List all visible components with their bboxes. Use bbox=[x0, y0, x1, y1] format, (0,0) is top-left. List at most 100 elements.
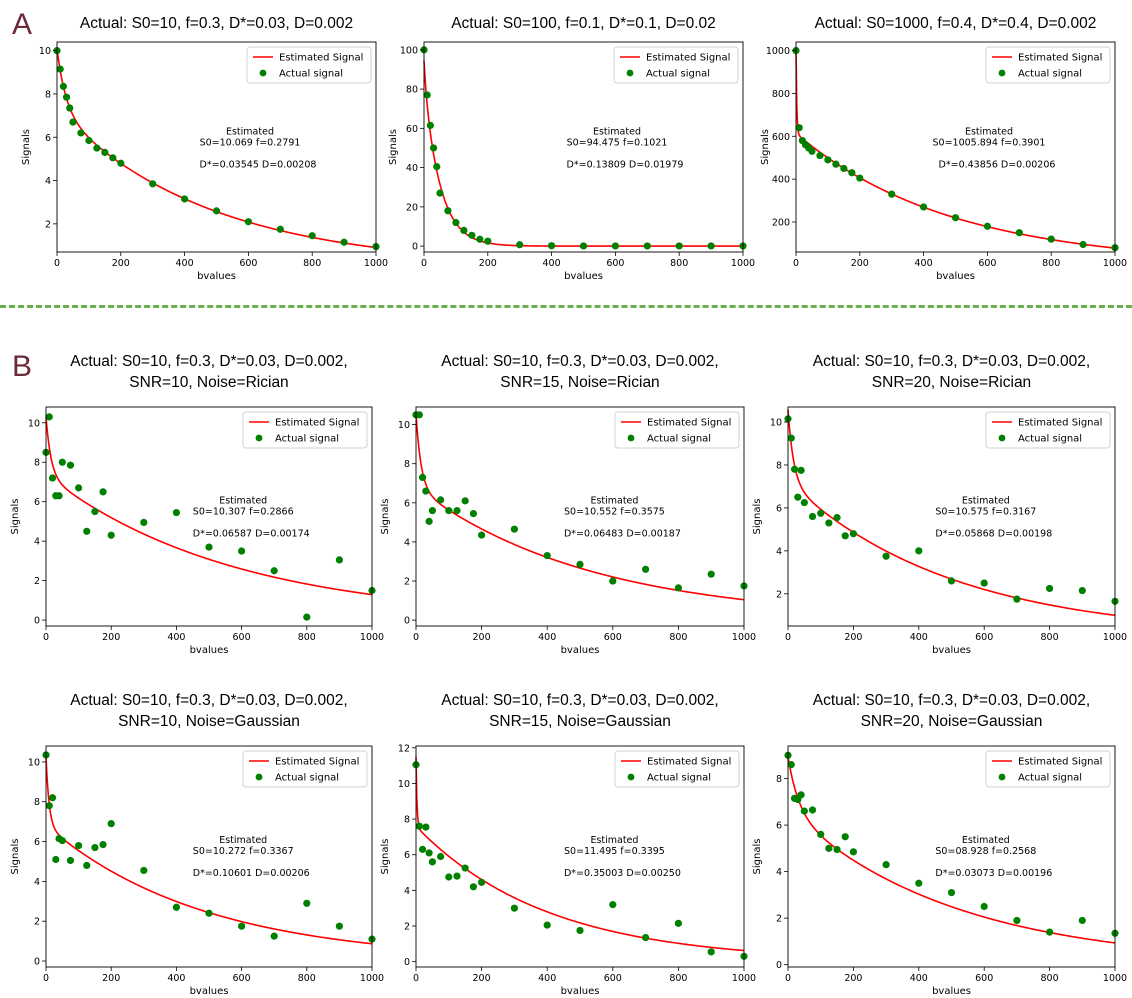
data-point bbox=[808, 512, 817, 521]
plot-frame bbox=[45, 745, 373, 968]
data-point bbox=[787, 434, 795, 442]
data-point bbox=[980, 902, 988, 911]
y-axis-label: Signals bbox=[752, 499, 763, 535]
y-tick-label: 6 bbox=[776, 821, 782, 832]
y-tick-label: 40 bbox=[406, 163, 418, 174]
legend-box bbox=[614, 411, 740, 449]
x-tick-label: 1000 bbox=[364, 258, 388, 269]
data-point bbox=[983, 222, 992, 230]
section-divider bbox=[0, 305, 1132, 308]
x-tick-label: 400 bbox=[915, 258, 933, 269]
annotation-params: S0=10.575 f=0.3167 bbox=[935, 506, 1036, 517]
chart-title-line: Actual: S0=10, f=0.3, D*=0.03, D=0.002, bbox=[441, 692, 718, 709]
data-point bbox=[817, 830, 825, 839]
legend-box bbox=[242, 411, 368, 449]
y-tick-label: 2 bbox=[404, 922, 410, 933]
x-tick-label: 600 bbox=[233, 632, 251, 643]
fit-curve bbox=[415, 756, 745, 952]
data-point bbox=[808, 147, 816, 155]
data-point bbox=[425, 849, 433, 857]
chart-5: Actual: S0=10, f=0.3, D*=0.03, D=0.002, S… bbox=[380, 353, 756, 656]
x-tick-label: 0 bbox=[54, 258, 60, 269]
x-tick-label: 200 bbox=[473, 632, 491, 643]
data-point bbox=[478, 878, 486, 886]
x-tick-label: 0 bbox=[421, 258, 427, 269]
y-tick-label: 0 bbox=[34, 616, 40, 627]
data-point bbox=[787, 761, 795, 769]
data-point bbox=[212, 207, 221, 215]
chart-9: Actual: S0=10, f=0.3, D*=0.03, D=0.002, S… bbox=[752, 692, 1127, 997]
data-point bbox=[840, 164, 848, 173]
data-point bbox=[69, 118, 77, 126]
legend-point-swatch bbox=[255, 434, 263, 442]
legend-box bbox=[985, 750, 1111, 788]
data-point bbox=[674, 584, 683, 592]
y-tick-label: 2 bbox=[34, 576, 40, 587]
y-tick-label: 2 bbox=[45, 219, 51, 230]
data-point bbox=[83, 861, 91, 870]
panel-label-b: B bbox=[12, 350, 33, 383]
x-tick-label: 1000 bbox=[732, 632, 756, 643]
y-tick-label: 6 bbox=[45, 133, 51, 144]
x-tick-label: 200 bbox=[844, 632, 862, 643]
data-point bbox=[140, 518, 148, 527]
data-point bbox=[469, 883, 477, 891]
data-point bbox=[238, 547, 246, 555]
data-point bbox=[52, 855, 60, 864]
plot-frame bbox=[415, 745, 745, 968]
chart-title-line: SNR=20, Noise=Rician bbox=[872, 374, 1031, 391]
data-point bbox=[825, 844, 833, 852]
y-tick-label: 0 bbox=[412, 242, 418, 253]
data-point bbox=[947, 577, 956, 585]
x-tick-label: 1000 bbox=[732, 973, 756, 984]
data-point bbox=[66, 104, 74, 112]
data-point bbox=[340, 238, 348, 246]
legend: Estimated Signal Actual signal bbox=[985, 750, 1111, 788]
x-tick-label: 600 bbox=[233, 973, 251, 984]
x-tick-label: 800 bbox=[298, 632, 316, 643]
annotation-params: S0=1005.894 f=0.3901 bbox=[933, 137, 1046, 148]
y-tick-label: 8 bbox=[34, 458, 40, 469]
annotation-heading: Estimated bbox=[226, 126, 274, 137]
x-tick-label: 200 bbox=[473, 973, 491, 984]
data-point bbox=[93, 144, 101, 152]
chart-title-line: Actual: S0=1000, f=0.4, D*=0.4, D=0.002 bbox=[815, 15, 1097, 32]
y-tick-label: 10 bbox=[770, 418, 782, 429]
y-tick-label: 400 bbox=[772, 175, 790, 186]
y-tick-label: 4 bbox=[776, 867, 782, 878]
legend: Estimated Signal Actual signal bbox=[614, 750, 740, 788]
annotation-heading: Estimated bbox=[962, 835, 1010, 846]
annotation-params: S0=10.307 f=0.2866 bbox=[193, 506, 294, 517]
data-point bbox=[101, 148, 109, 157]
data-point bbox=[62, 93, 71, 101]
x-tick-label: 600 bbox=[975, 632, 993, 643]
y-tick-label: 2 bbox=[776, 589, 782, 600]
y-axis-label: Signals bbox=[380, 499, 391, 535]
x-tick-label: 800 bbox=[669, 632, 687, 643]
annotation-heading: Estimated bbox=[590, 835, 638, 846]
annotation-diffusion: D*=0.13809 D=0.01979 bbox=[567, 159, 684, 170]
y-tick-label: 4 bbox=[34, 877, 40, 888]
y-tick-label: 600 bbox=[772, 132, 790, 143]
data-point bbox=[888, 190, 896, 198]
data-point bbox=[85, 136, 93, 145]
chart-2: Actual: S0=100, f=0.1, D*=0.1, D=0.02 0 20… bbox=[388, 15, 755, 282]
data-point bbox=[428, 858, 436, 866]
data-point bbox=[107, 820, 115, 828]
legend-label: Actual signal bbox=[646, 69, 710, 80]
chart-title-line: Actual: S0=10, f=0.3, D*=0.03, D=0.002, bbox=[813, 353, 1090, 370]
annotation-diffusion: D*=0.06587 D=0.00174 bbox=[193, 528, 310, 539]
legend-box bbox=[246, 46, 372, 84]
y-tick-label: 4 bbox=[404, 886, 410, 897]
data-point bbox=[303, 613, 311, 621]
chart-title-line: SNR=20, Noise=Gaussian bbox=[861, 713, 1043, 730]
chart-1: Actual: S0=10, f=0.3, D*=0.03, D=0.002 0 2… bbox=[21, 15, 388, 282]
y-tick-label: 80 bbox=[406, 85, 418, 96]
data-point bbox=[83, 527, 91, 535]
data-point bbox=[59, 82, 67, 90]
y-tick-label: 8 bbox=[404, 459, 410, 470]
x-tick-label: 400 bbox=[167, 632, 185, 643]
data-point bbox=[238, 922, 246, 930]
legend: Estimated Signal Actual signal bbox=[613, 46, 739, 84]
data-point bbox=[426, 121, 434, 130]
